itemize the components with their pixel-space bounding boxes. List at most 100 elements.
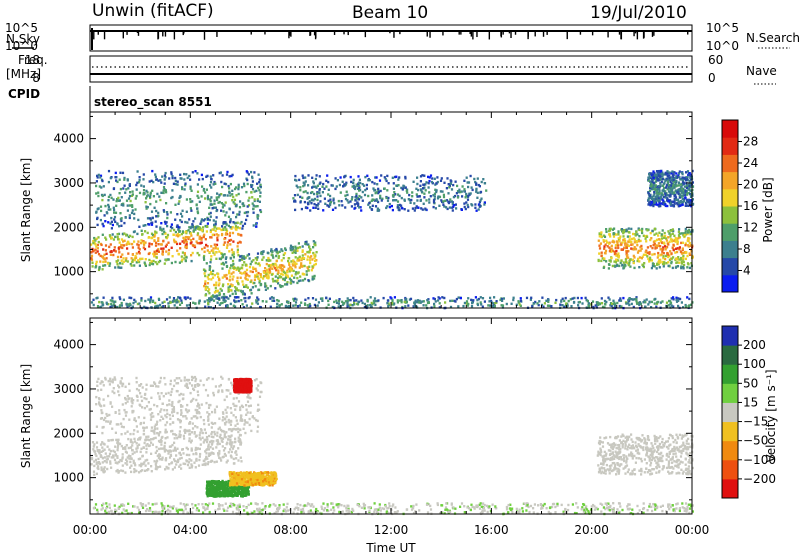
echo-cell bbox=[619, 299, 623, 302]
echo-cell bbox=[131, 205, 134, 208]
echo-cell bbox=[108, 264, 111, 267]
echo-cell bbox=[667, 255, 670, 259]
echo-cell bbox=[271, 250, 274, 254]
echo-cell bbox=[238, 213, 241, 216]
echo-cell bbox=[182, 415, 185, 418]
echo-cell bbox=[218, 200, 221, 204]
echo-cell bbox=[236, 251, 239, 254]
echo-cell bbox=[156, 420, 159, 423]
echo-cell bbox=[314, 177, 317, 181]
echo-cell bbox=[277, 282, 280, 285]
echo-cell bbox=[138, 464, 141, 467]
echo-cell bbox=[671, 188, 674, 191]
echo-cell bbox=[684, 189, 687, 193]
echo-cell bbox=[227, 184, 230, 188]
echo-cell bbox=[198, 237, 201, 241]
echo-cell bbox=[101, 441, 104, 444]
echo-cell bbox=[189, 391, 192, 395]
echo-cell bbox=[661, 241, 664, 245]
echo-cell bbox=[313, 263, 316, 267]
echo-cell bbox=[167, 241, 170, 244]
echo-cell bbox=[151, 443, 154, 446]
echo-cell bbox=[183, 437, 186, 440]
echo-cell bbox=[157, 392, 160, 395]
echo-cell bbox=[210, 278, 213, 281]
echo-cell bbox=[190, 459, 193, 462]
echo-cell bbox=[636, 251, 640, 254]
echo-cell bbox=[160, 191, 163, 194]
echo-cell bbox=[630, 227, 633, 231]
echo-cell bbox=[140, 447, 143, 450]
echo-cell bbox=[159, 243, 163, 246]
echo-cell bbox=[125, 444, 128, 447]
echo-cell bbox=[662, 256, 665, 260]
echo-cell bbox=[100, 417, 104, 420]
echo-cell bbox=[218, 442, 221, 446]
echo-cell bbox=[221, 437, 225, 440]
echo-cell bbox=[449, 198, 452, 201]
echo-cell bbox=[623, 229, 626, 232]
echo-cell bbox=[177, 458, 180, 462]
echo-cell bbox=[294, 264, 297, 267]
echo-cell bbox=[93, 464, 96, 468]
echo-cell bbox=[123, 176, 126, 180]
echo-cell bbox=[181, 209, 184, 212]
echo-cell bbox=[449, 305, 453, 309]
echo-cell bbox=[284, 276, 288, 279]
echo-cell bbox=[100, 186, 103, 189]
echo-cell bbox=[180, 392, 183, 396]
echo-cell bbox=[143, 305, 146, 309]
echo-cell bbox=[214, 244, 217, 248]
echo-cell bbox=[180, 405, 183, 408]
echo-cell bbox=[125, 451, 128, 454]
echo-cell bbox=[251, 180, 254, 183]
echo-cell bbox=[141, 469, 144, 472]
echo-cell bbox=[566, 304, 569, 307]
echo-cell bbox=[234, 440, 237, 444]
echo-cell bbox=[111, 405, 114, 408]
echo-cell bbox=[146, 469, 149, 472]
echo-cell bbox=[596, 301, 599, 304]
echo-cell bbox=[104, 244, 108, 247]
echo-cell bbox=[133, 462, 136, 465]
echo-cell bbox=[246, 210, 250, 214]
echo-cell bbox=[145, 189, 148, 193]
echo-cell bbox=[666, 180, 670, 183]
echo-cell bbox=[228, 207, 231, 211]
echo-cell bbox=[342, 302, 345, 305]
echo-cell bbox=[185, 385, 188, 389]
echo-cell bbox=[111, 381, 114, 384]
echo-cell bbox=[118, 305, 121, 308]
echo-cell bbox=[434, 188, 437, 191]
echo-cell bbox=[252, 207, 255, 210]
echo-cell bbox=[231, 231, 235, 235]
echo-cell bbox=[135, 194, 138, 198]
echo-cell bbox=[302, 181, 305, 184]
echo-cell bbox=[220, 459, 223, 462]
echo-cell bbox=[684, 242, 687, 245]
echo-cell bbox=[159, 419, 162, 422]
echo-cell bbox=[215, 294, 218, 298]
echo-cell bbox=[119, 187, 122, 191]
echo-cell bbox=[249, 397, 252, 400]
echo-cell bbox=[685, 176, 688, 179]
echo-cell bbox=[131, 444, 134, 447]
echo-cell bbox=[623, 238, 626, 241]
echo-cell bbox=[194, 302, 197, 305]
echo-cell bbox=[159, 303, 162, 307]
echo-cell bbox=[120, 444, 123, 448]
echo-cell bbox=[131, 305, 134, 308]
echo-cell bbox=[667, 261, 670, 264]
echo-cell bbox=[678, 187, 681, 191]
echo-cell bbox=[603, 235, 607, 238]
echo-cell bbox=[109, 250, 112, 254]
echo-cell bbox=[217, 440, 220, 443]
echo-cell bbox=[202, 226, 205, 229]
echo-cell bbox=[236, 241, 240, 245]
echo-cell bbox=[134, 208, 137, 211]
echo-cell bbox=[655, 195, 659, 198]
echo-cell bbox=[160, 415, 163, 418]
echo-cell bbox=[660, 180, 663, 184]
echo-cell bbox=[154, 463, 157, 466]
echo-cell bbox=[174, 179, 177, 183]
